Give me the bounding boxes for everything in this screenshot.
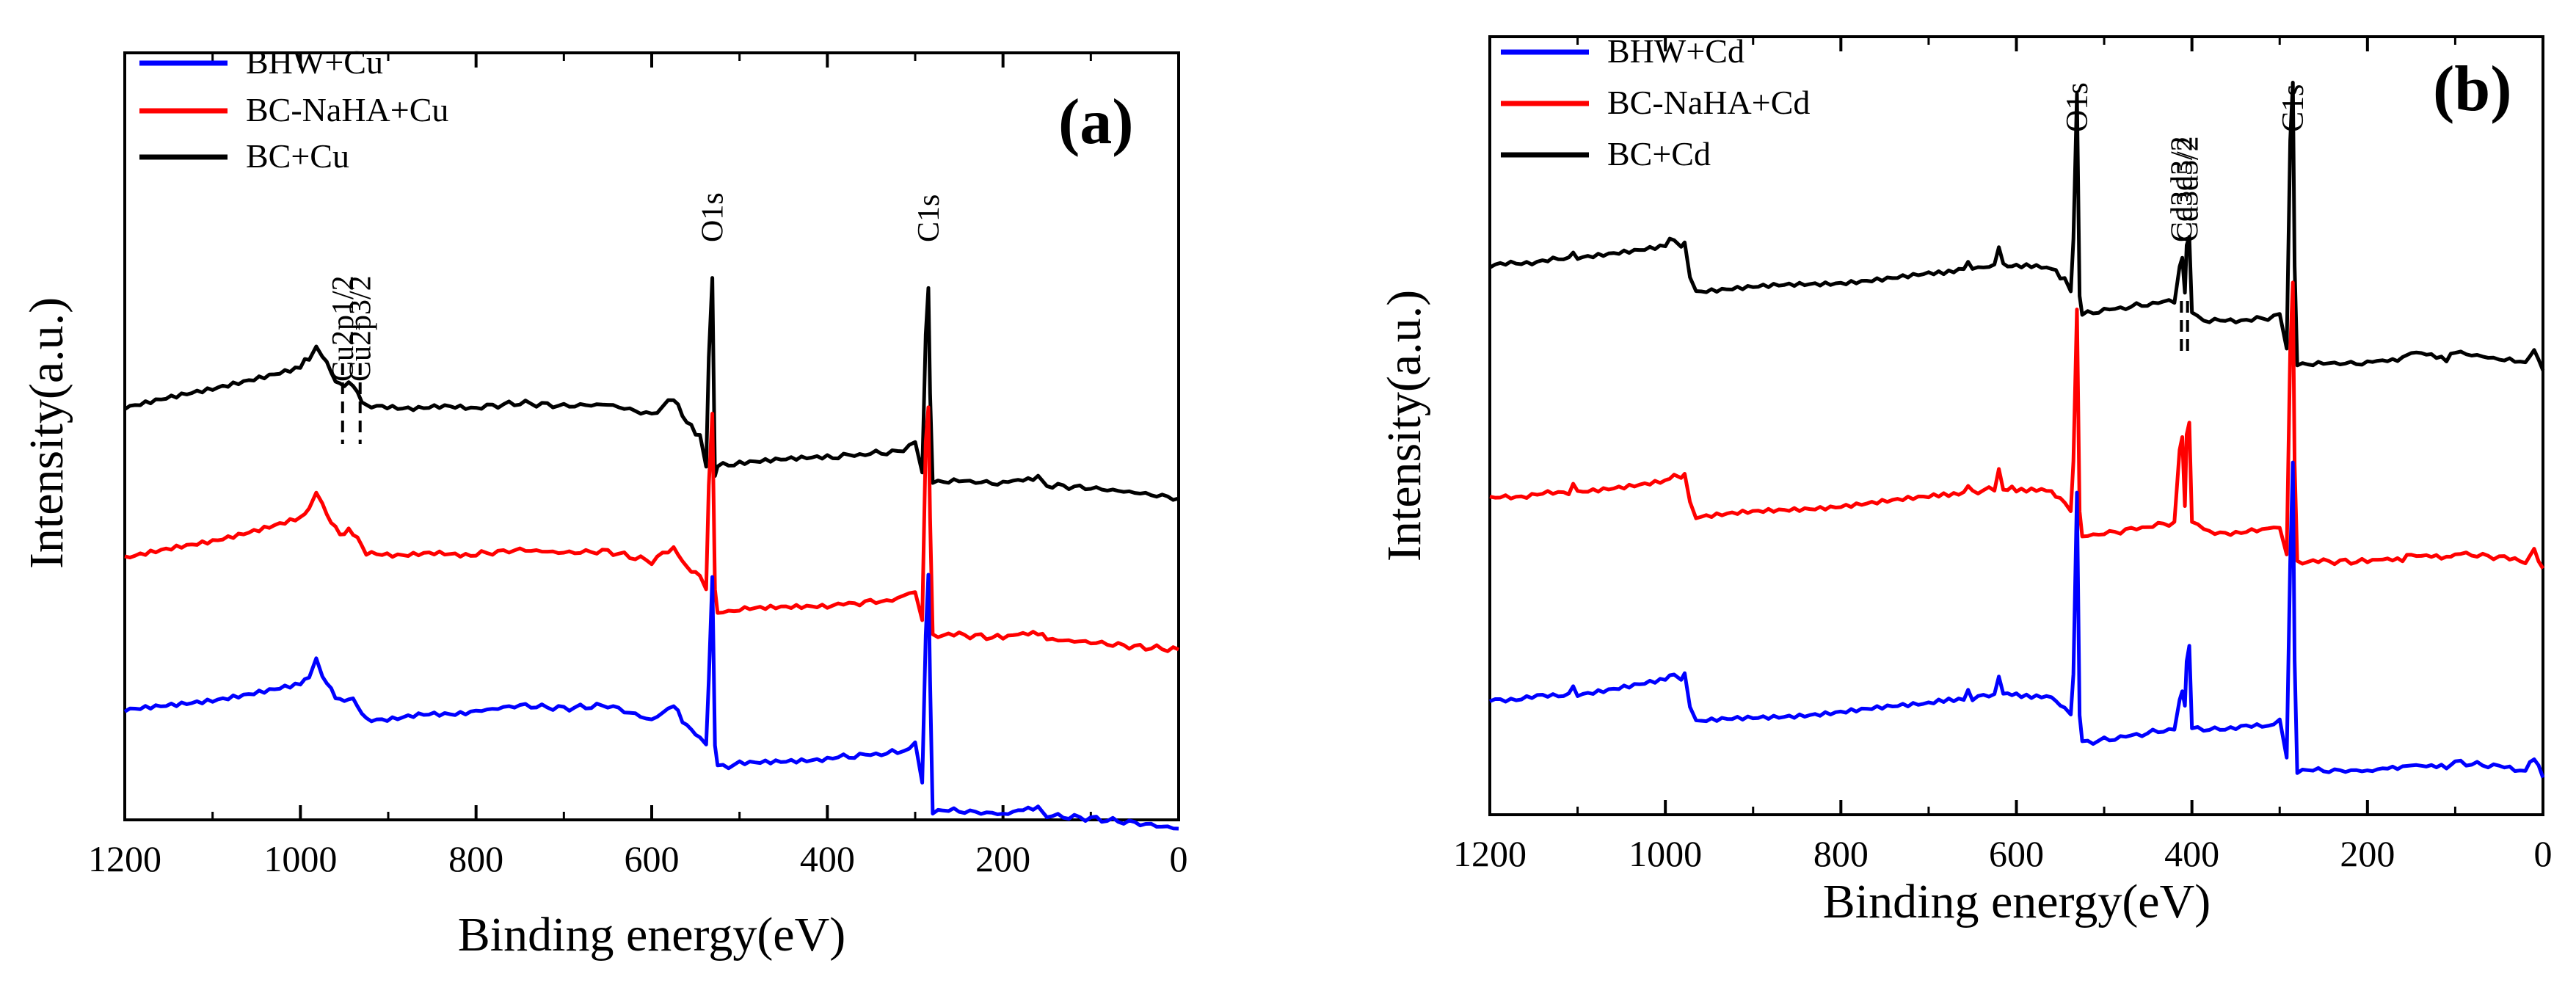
x-tick-label: 0 [2534, 833, 2553, 874]
series-line-bc-naha-cu [124, 405, 1180, 653]
x-tick-label: 800 [1813, 833, 1869, 874]
panel-a-curves [123, 276, 1180, 831]
peak-annotation: Cd3d5/2 [2172, 136, 2205, 242]
panel-b-x-axis-label: Binding energy(eV) [1823, 875, 2211, 928]
peak-annotation: C1s [2277, 84, 2310, 132]
x-tick-label: 600 [1989, 833, 2044, 874]
panel-a-x-axis-label: Binding energy(eV) [458, 908, 845, 962]
panel-a-label: (a) [1058, 87, 1134, 158]
legend-label: BHW+Cd [1607, 32, 1744, 70]
x-tick-label: 400 [800, 838, 855, 879]
peak-annotation: Cd3d3/2 [2165, 136, 2199, 242]
x-tick-label: 0 [1170, 838, 1188, 879]
x-tick-label: 800 [448, 838, 503, 879]
x-tick-label: 400 [2164, 833, 2219, 874]
legend-label: BC+Cu [246, 137, 349, 175]
series-line-bc-naha-cd [1489, 280, 2545, 570]
series-line-bhw-cd [1489, 460, 2545, 779]
peak-annotation: O1s [2061, 82, 2095, 132]
series-line-bhw-cu [123, 573, 1179, 831]
legend-label: BC-NaHA+Cd [1607, 84, 1810, 121]
panel-b-legend: BHW+Cd BC-NaHA+Cd BC+Cd [1501, 32, 1810, 172]
legend-label: BHW+Cu [246, 43, 383, 81]
series-line-bc-cu [123, 276, 1179, 502]
panel-a-legend: BHW+Cu BC-NaHA+Cu BC+Cu [139, 43, 448, 175]
peak-annotation: O1s [696, 192, 730, 242]
panel-b-x-ticks: 1200 1000 800 600 400 200 0 [1453, 37, 2553, 874]
x-tick-label: 1200 [88, 838, 161, 879]
x-tick-label: 1200 [1453, 833, 1527, 874]
peak-annotation: C1s [912, 195, 946, 242]
x-tick-label: 200 [2340, 833, 2395, 874]
legend-label: BC-NaHA+Cu [246, 91, 448, 128]
panel-b-y-axis-label: Intensity(a.u.) [1378, 290, 1431, 561]
panel-a-y-axis-label: Intensity(a.u.) [20, 297, 73, 569]
panel-b-curves [1488, 81, 2545, 779]
series-line-bc-cd [1488, 81, 2545, 371]
x-tick-label: 200 [975, 838, 1030, 879]
x-tick-label: 1000 [1629, 833, 1702, 874]
x-tick-label: 600 [625, 838, 680, 879]
panel-b-label: (b) [2433, 54, 2512, 125]
x-tick-label: 1000 [263, 838, 337, 879]
legend-label: BC+Cd [1607, 135, 1711, 172]
panel-a-x-ticks: 1200 1000 800 600 400 200 0 [88, 53, 1188, 879]
